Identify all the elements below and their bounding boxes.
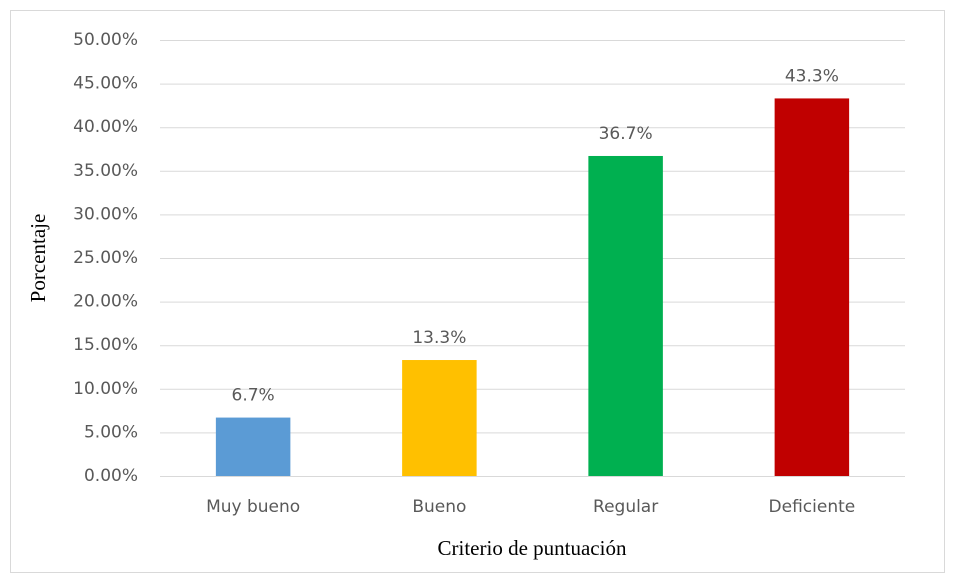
x-tick-label: Bueno	[412, 497, 466, 517]
y-axis-label: Porcentaje	[26, 214, 50, 303]
y-tick-label: 20.00%	[73, 292, 138, 312]
data-label: 36.7%	[599, 124, 653, 144]
y-tick-label: 35.00%	[73, 161, 138, 181]
y-tick-label: 30.00%	[73, 204, 138, 224]
bar	[402, 360, 477, 476]
data-label: 13.3%	[412, 328, 466, 348]
y-tick-label: 15.00%	[73, 335, 138, 355]
y-tick-label: 40.00%	[73, 117, 138, 137]
y-tick-label: 10.00%	[73, 379, 138, 399]
y-tick-label: 45.00%	[73, 74, 138, 94]
x-tick-label: Regular	[593, 497, 658, 517]
x-tick-label: Deficiente	[769, 497, 856, 517]
bar	[588, 155, 663, 476]
x-axis-label: Criterio de puntuación	[438, 536, 627, 560]
data-label: 6.7%	[232, 386, 275, 406]
y-tick-label: 25.00%	[73, 248, 138, 268]
y-tick-label: 0.00%	[84, 466, 138, 486]
bar	[774, 98, 850, 476]
y-tick-label: 5.00%	[84, 422, 138, 442]
y-tick-label: 50.00%	[73, 30, 138, 50]
data-label: 43.3%	[785, 66, 839, 86]
x-tick-label: Muy bueno	[206, 497, 300, 517]
bar	[215, 417, 291, 476]
